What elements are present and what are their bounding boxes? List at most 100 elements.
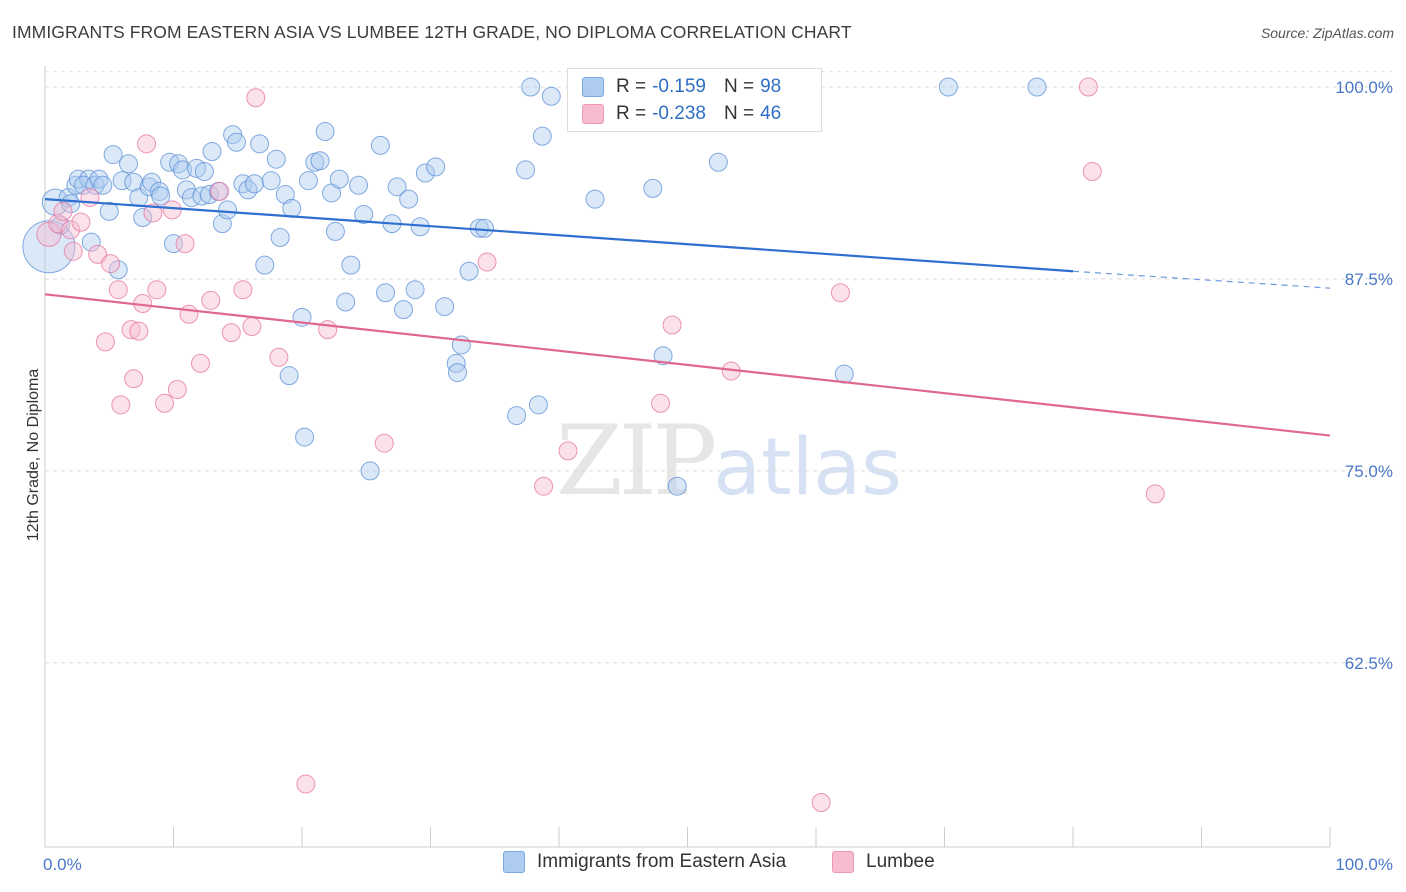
point-lumbee	[269, 347, 289, 367]
point-eastern-asia	[376, 283, 396, 303]
watermark: ZIPatlas	[556, 405, 902, 517]
point-eastern-asia	[108, 260, 128, 280]
point-eastern-asia	[667, 476, 687, 496]
point-eastern-asia	[187, 158, 207, 178]
legend-r-value: -0.159	[652, 76, 706, 97]
legend-swatch-blue	[582, 77, 604, 97]
point-lumbee	[143, 203, 163, 223]
point-eastern-asia	[938, 77, 958, 97]
point-lumbee	[296, 774, 316, 794]
point-eastern-asia	[217, 200, 237, 220]
point-eastern-asia	[202, 142, 222, 162]
stats-legend: R = -0.159 N = 98 R = -0.238 N = 46	[567, 68, 822, 132]
point-eastern-asia	[172, 160, 192, 180]
point-lumbee	[1145, 484, 1165, 504]
point-eastern-asia	[474, 218, 494, 238]
point-lumbee	[88, 244, 108, 264]
point-eastern-asia	[325, 221, 345, 241]
point-eastern-asia	[68, 169, 88, 189]
point-lumbee	[155, 393, 175, 413]
point-eastern-asia	[81, 232, 101, 252]
point-lumbee	[534, 476, 554, 496]
point-eastern-asia	[341, 255, 361, 275]
point-eastern-asia	[61, 194, 81, 214]
axis-labels: 100.0% 87.5% 75.0% 62.5% 0.0% 100.0% 12th Grad…	[25, 78, 1393, 874]
point-lumbee	[1082, 161, 1102, 181]
point-lumbee	[129, 321, 149, 341]
source-credit: Source: ZipAtlas.com	[1260, 25, 1394, 41]
point-eastern-asia	[1027, 77, 1047, 97]
point-eastern-asia	[298, 171, 318, 191]
point-eastern-asia	[255, 255, 275, 275]
point-lumbee	[662, 315, 682, 335]
point-eastern-asia	[295, 427, 315, 447]
point-lumbee	[63, 241, 83, 261]
point-lumbee	[242, 317, 262, 337]
point-lumbee	[101, 254, 121, 274]
point-lumbee	[111, 395, 131, 415]
point-lumbee	[53, 201, 73, 221]
x-tick-label: 0.0%	[43, 855, 82, 874]
point-eastern-asia	[394, 300, 414, 320]
point-eastern-asia	[250, 134, 270, 154]
point-eastern-asia	[279, 366, 299, 386]
watermark-atlas: atlas	[713, 423, 902, 513]
point-lumbee	[121, 320, 141, 340]
legend-item-eastern-asia: Immigrants from Eastern Asia	[503, 851, 786, 873]
point-eastern-asia	[507, 406, 527, 426]
point-eastern-asia	[315, 122, 335, 142]
y-tick-label: 75.0%	[1345, 462, 1393, 481]
chart-title: IMMIGRANTS FROM EASTERN ASIA VS LUMBEE 1…	[12, 22, 852, 42]
point-eastern-asia	[349, 175, 369, 195]
legend-row-eastern-asia: R = -0.159 N = 98	[582, 75, 781, 99]
legend-label: Immigrants from Eastern Asia	[537, 851, 787, 872]
point-lumbee	[108, 280, 128, 300]
point-eastern-asia	[435, 297, 455, 317]
point-eastern-asia	[194, 161, 214, 181]
point-lumbee	[651, 393, 671, 413]
point-lumbee	[190, 353, 210, 373]
trend-line-extrapolation	[1072, 270, 1331, 289]
legend-swatch-pink	[582, 104, 604, 124]
legend-r-value: -0.238	[652, 103, 706, 124]
point-lumbee	[374, 433, 394, 453]
point-lumbee	[318, 320, 338, 340]
legend-n-value: 98	[760, 76, 782, 97]
point-eastern-asia	[133, 208, 153, 228]
x-tick-label: 100.0%	[1335, 855, 1393, 874]
legend-r-label: R =	[616, 76, 647, 97]
point-eastern-asia	[521, 77, 541, 97]
legend-swatch-blue	[503, 851, 525, 873]
point-eastern-asia	[708, 152, 728, 172]
point-eastern-asia	[426, 157, 446, 177]
point-eastern-asia	[151, 186, 171, 206]
y-tick-label: 62.5%	[1345, 654, 1393, 673]
point-lumbee	[175, 234, 195, 254]
point-eastern-asia	[541, 86, 561, 106]
legend-row-lumbee: R = -0.238 N = 46	[582, 102, 781, 126]
point-eastern-asia	[99, 201, 119, 221]
legend-n-label: N =	[723, 76, 755, 97]
point-lumbee	[246, 88, 266, 108]
point-eastern-asia	[354, 204, 374, 224]
point-eastern-asia	[405, 280, 425, 300]
y-tick-label: 87.5%	[1345, 270, 1393, 289]
point-lumbee	[162, 200, 182, 220]
point-lumbee	[1078, 77, 1098, 97]
point-eastern-asia	[233, 174, 253, 194]
point-eastern-asia	[360, 461, 380, 481]
point-lumbee	[147, 280, 167, 300]
watermark-zip: ZIP	[556, 405, 717, 517]
point-eastern-asia	[447, 363, 467, 383]
point-eastern-asia	[310, 151, 330, 171]
point-eastern-asia	[93, 175, 113, 195]
point-lumbee	[477, 252, 497, 272]
trend-line-eastern-asia	[44, 198, 1074, 273]
point-eastern-asia	[643, 178, 663, 198]
y-tick-label: 100.0%	[1335, 78, 1393, 97]
point-eastern-asia	[119, 154, 139, 174]
trend-lines	[44, 198, 1331, 437]
point-eastern-asia	[266, 149, 286, 169]
trend-line-lumbee	[44, 293, 1331, 437]
